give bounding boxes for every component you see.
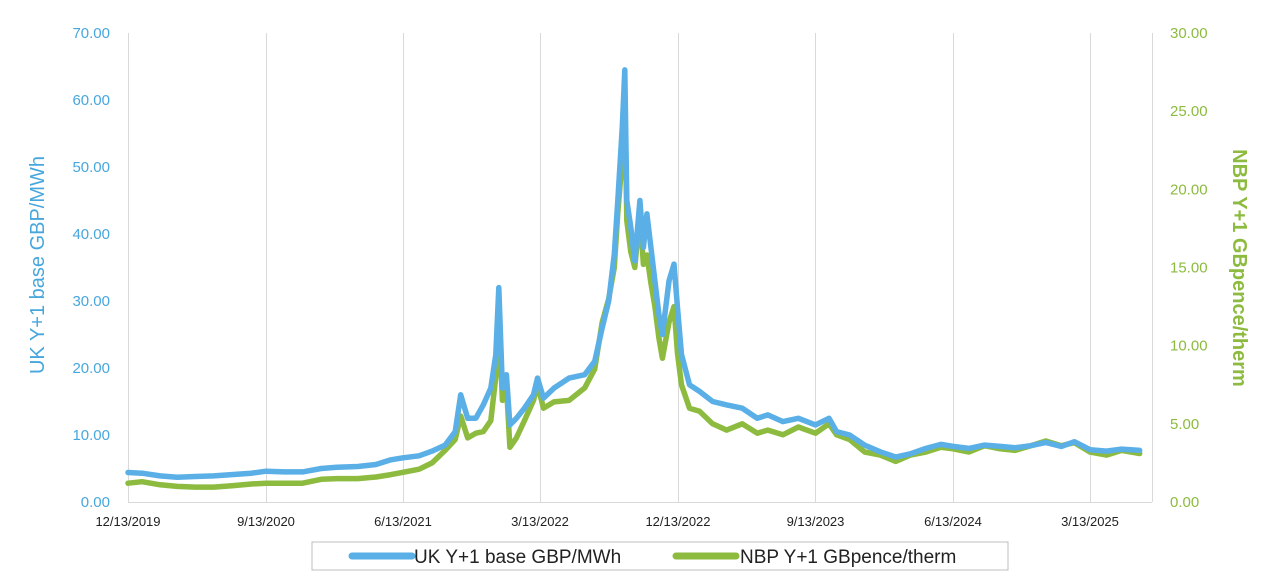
legend-box [311,541,1009,571]
right-tick-label: 5.00 [1170,416,1199,433]
legend-label-uk: UK Y+1 base GBP/MWh [414,547,621,568]
left-tick-label: 0.00 [81,494,110,511]
x-tick-label: 9/13/2023 [787,514,845,529]
x-axis-ticks: 12/13/2019 9/13/2020 6/13/2021 3/13/2022 12/… [95,514,1118,529]
left-tick-label: 30.00 [72,293,110,310]
left-tick-label: 50.00 [72,159,110,176]
right-tick-label: 20.00 [1170,181,1208,198]
right-axis-title: NBP Y+1 GBpence/therm [1228,149,1250,387]
x-tick-label: 9/13/2020 [237,514,295,529]
legend: UK Y+1 base GBP/MWh NBP Y+1 GBpence/ther… [311,541,1009,571]
right-tick-label: 25.00 [1170,103,1208,120]
right-tick-label: 10.00 [1170,338,1208,355]
series-line-uk-y1-base [125,67,1143,480]
legend-label-nbp: NBP Y+1 GBpence/therm [740,547,956,568]
x-tick-label: 12/13/2022 [645,514,710,529]
right-tick-label: 30.00 [1170,25,1208,42]
left-tick-label: 40.00 [72,226,110,243]
left-tick-label: 20.00 [72,360,110,377]
x-tick-label: 6/13/2024 [924,514,982,529]
x-tick-label: 6/13/2021 [374,514,432,529]
left-tick-label: 70.00 [72,25,110,42]
series-lines [125,67,1143,490]
right-axis-ticks: 0.00 5.00 10.00 15.00 20.00 25.00 30.00 [1170,25,1208,511]
x-tick-label: 3/13/2025 [1061,514,1119,529]
x-tick-label: 3/13/2022 [511,514,569,529]
right-tick-label: 0.00 [1170,494,1199,511]
right-tick-label: 15.00 [1170,260,1208,277]
x-tick-label: 12/13/2019 [95,514,160,529]
left-tick-label: 10.00 [72,427,110,444]
vertical-gridlines [128,33,1153,503]
left-axis-title: UK Y+1 base GBP/MWh [27,156,49,374]
left-axis-ticks: 0.00 10.00 20.00 30.00 40.00 50.00 60.00 70.00 [72,25,110,511]
left-tick-label: 60.00 [72,92,110,109]
